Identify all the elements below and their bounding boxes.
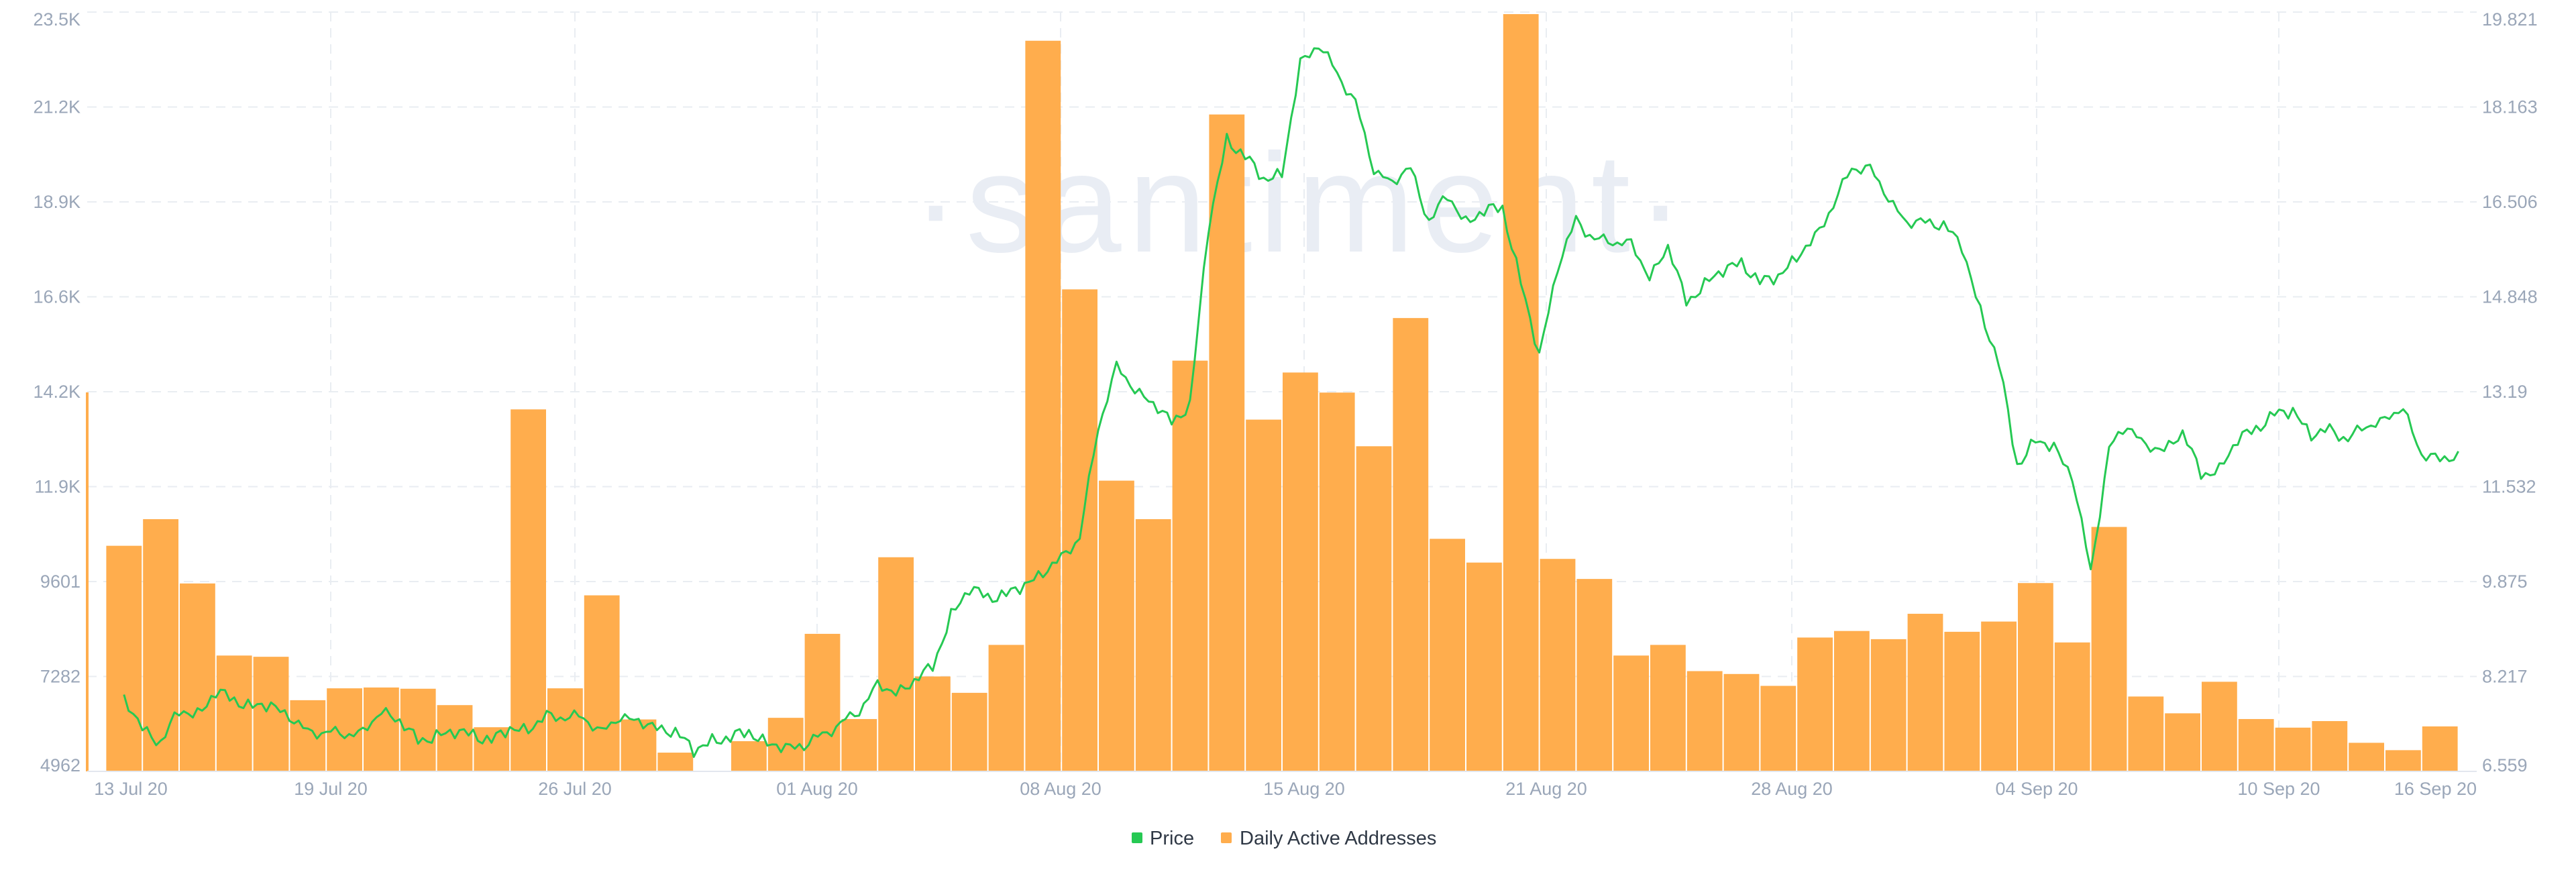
daa-bar [915, 676, 951, 771]
y-right-tick-label: 6.559 [2482, 755, 2528, 775]
daa-bar [584, 595, 620, 771]
x-tick-label: 19 Jul 20 [294, 779, 368, 799]
x-tick-label: 16 Sep 20 [2394, 779, 2477, 799]
y-left-tick-label: 7282 [40, 667, 80, 687]
x-tick-label: 01 Aug 20 [776, 779, 858, 799]
daa-bar [1393, 318, 1429, 771]
x-tick-label: 21 Aug 20 [1505, 779, 1587, 799]
daa-bar [1209, 114, 1245, 771]
legend-label-price: Price [1150, 828, 1194, 849]
y-right-tick-label: 8.217 [2482, 667, 2528, 687]
daa-bar [1135, 519, 1171, 771]
x-tick-label: 04 Sep 20 [1995, 779, 2078, 799]
daa-bar [1099, 480, 1134, 771]
x-tick-label: 08 Aug 20 [1020, 779, 1102, 799]
daa-bar [1283, 372, 1318, 771]
daa-bar [1540, 559, 1576, 771]
daa-bar [878, 557, 914, 771]
x-tick-label: 13 Jul 20 [94, 779, 168, 799]
daa-bar [2385, 750, 2421, 771]
daa-bar [1246, 419, 1281, 771]
y-right-tick-label: 19.821 [2482, 9, 2538, 30]
daa-bar [804, 633, 841, 771]
legend-swatch-price [1132, 832, 1142, 843]
axes: 4962 6.559 7282 8.217 9601 9.875 11.9K 11.532 14… [33, 9, 2537, 799]
daa-bar [1907, 614, 1943, 771]
daa-bar [1870, 639, 1907, 771]
legend-item-daily-active-addresses[interactable]: Daily Active Addresses [1221, 828, 1436, 849]
y-right-tick-label: 18.163 [2482, 97, 2538, 117]
y-left-tick-label: 9601 [40, 571, 80, 592]
y-right-tick-label: 14.848 [2482, 287, 2538, 307]
daa-bar [951, 692, 987, 771]
daa-bar [547, 688, 583, 771]
daa-bar [621, 719, 657, 771]
daa-bar [364, 687, 399, 771]
daa-bar [180, 583, 215, 771]
y-right-tick-label: 9.875 [2482, 571, 2528, 592]
daa-bar [1834, 631, 1870, 771]
daa-bar [2054, 642, 2090, 771]
daa-bar [1760, 686, 1796, 771]
daa-bar [2312, 721, 2348, 771]
daa-bar [1356, 446, 1392, 771]
y-left-tick-label: 4962 [40, 755, 80, 775]
daa-bar [1503, 14, 1539, 771]
daa-bar [2238, 718, 2274, 771]
legend: Price Daily Active Addresses [1132, 828, 1436, 849]
x-tick-label: 15 Aug 20 [1263, 779, 1345, 799]
y-left-tick-label: 23.5K [33, 9, 80, 30]
y-right-tick-label: 11.532 [2482, 477, 2536, 497]
daa-bar [731, 741, 767, 771]
daa-bar [1650, 645, 1686, 771]
y-right-tick-label: 16.506 [2482, 192, 2538, 212]
daa-bar [2165, 713, 2200, 771]
y-left-tick-label: 21.2K [33, 97, 80, 117]
x-tick-label: 28 Aug 20 [1751, 779, 1833, 799]
daa-bar [1944, 631, 1980, 771]
daa-bar [1613, 655, 1649, 771]
daa-bar [1723, 673, 1760, 771]
daa-bar [253, 657, 289, 771]
y-right-tick-label: 13.19 [2482, 382, 2528, 402]
daa-bar [1319, 392, 1355, 771]
daa-bar [216, 655, 252, 771]
legend-swatch-daily-active-addresses [1221, 832, 1232, 843]
y-left-tick-label: 11.9K [34, 477, 80, 497]
daa-bar [657, 753, 694, 771]
legend-item-price[interactable]: Price [1132, 828, 1194, 849]
daa-bar [511, 409, 546, 771]
price-line [123, 47, 2459, 758]
daa-bar [1172, 360, 1208, 771]
x-tick-label: 10 Sep 20 [2237, 779, 2320, 799]
daa-bar [1981, 621, 2017, 771]
daa-bar [2091, 527, 2127, 771]
legend-label-daily-active-addresses: Daily Active Addresses [1240, 828, 1436, 849]
daa-bar [2018, 583, 2053, 771]
daa-bar [988, 645, 1024, 771]
y-left-tick-label: 18.9K [33, 192, 80, 212]
daa-bar [1576, 579, 1613, 771]
y-left-tick-label: 14.2K [33, 382, 80, 402]
y-left-tick-label: 16.6K [33, 287, 80, 307]
daa-bar [2422, 726, 2458, 771]
daa-bar [841, 718, 877, 771]
daa-bar [1430, 539, 1465, 771]
daa-bar [143, 519, 178, 771]
daa-bar [1797, 637, 1833, 771]
daa-bar [1025, 40, 1061, 772]
daa-bar [2202, 682, 2237, 771]
daa-bar [1466, 562, 1502, 771]
daa-bar [2275, 727, 2311, 771]
daa-bar [106, 545, 142, 771]
daa-bar [1062, 289, 1097, 771]
daa-bar [1686, 671, 1723, 771]
daa-bar [2128, 696, 2164, 771]
x-tick-label: 26 Jul 20 [538, 779, 612, 799]
daily-active-addresses-bars [106, 14, 2458, 772]
daa-bar [2349, 743, 2384, 771]
price-series-line [123, 47, 2459, 758]
